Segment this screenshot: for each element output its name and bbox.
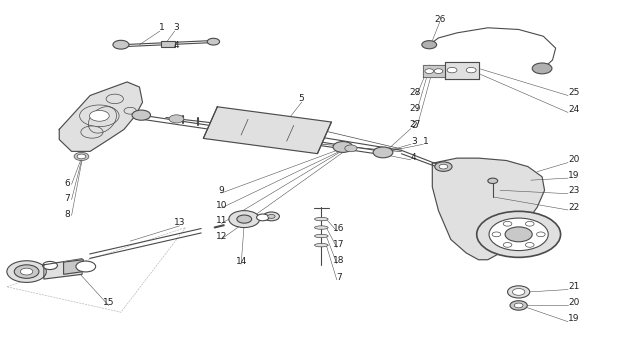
Text: 4: 4 — [411, 153, 417, 162]
Circle shape — [422, 41, 437, 49]
Circle shape — [525, 221, 534, 226]
Ellipse shape — [315, 243, 328, 247]
Text: 20: 20 — [569, 298, 580, 307]
Text: 23: 23 — [569, 187, 580, 196]
Text: 15: 15 — [103, 298, 114, 307]
Circle shape — [503, 221, 512, 226]
Circle shape — [80, 105, 119, 127]
Circle shape — [74, 152, 89, 160]
Circle shape — [425, 69, 434, 73]
Circle shape — [14, 265, 39, 278]
Text: 4: 4 — [174, 41, 179, 50]
Circle shape — [333, 141, 353, 152]
Circle shape — [439, 164, 447, 169]
Circle shape — [7, 261, 46, 283]
Text: 8: 8 — [64, 210, 70, 219]
Text: 1: 1 — [159, 23, 165, 32]
Circle shape — [81, 126, 103, 138]
Circle shape — [124, 107, 137, 114]
Text: 6: 6 — [64, 179, 70, 188]
Polygon shape — [445, 62, 478, 79]
Circle shape — [434, 69, 443, 73]
Circle shape — [512, 289, 525, 295]
Text: 1: 1 — [423, 137, 429, 146]
Text: 9: 9 — [219, 186, 224, 195]
Circle shape — [525, 242, 534, 247]
Text: 5: 5 — [298, 95, 305, 103]
Circle shape — [207, 38, 219, 45]
Polygon shape — [203, 107, 331, 154]
Text: 29: 29 — [409, 104, 421, 113]
Text: 7: 7 — [336, 272, 342, 282]
Circle shape — [77, 154, 86, 159]
Polygon shape — [433, 158, 544, 260]
Text: 10: 10 — [216, 201, 227, 210]
Circle shape — [489, 218, 548, 251]
Circle shape — [256, 214, 269, 221]
Circle shape — [507, 286, 530, 298]
Text: 19: 19 — [569, 314, 580, 323]
Circle shape — [514, 303, 523, 308]
Circle shape — [263, 212, 279, 221]
Text: 18: 18 — [333, 256, 344, 265]
FancyBboxPatch shape — [161, 41, 174, 47]
Text: 11: 11 — [216, 216, 227, 225]
Circle shape — [505, 227, 532, 242]
Circle shape — [373, 147, 393, 158]
Text: 16: 16 — [333, 224, 344, 233]
Ellipse shape — [315, 234, 328, 238]
Circle shape — [488, 178, 497, 184]
Circle shape — [476, 211, 561, 257]
Text: 19: 19 — [569, 171, 580, 180]
Ellipse shape — [315, 217, 328, 221]
Circle shape — [169, 115, 184, 123]
Text: 26: 26 — [434, 15, 446, 24]
Text: 2: 2 — [411, 121, 417, 131]
Text: 22: 22 — [569, 203, 580, 212]
Circle shape — [510, 301, 527, 310]
Circle shape — [466, 67, 476, 73]
Text: 3: 3 — [174, 23, 179, 32]
Circle shape — [345, 145, 357, 152]
Text: 3: 3 — [411, 137, 417, 146]
Text: 25: 25 — [569, 88, 580, 97]
Polygon shape — [44, 259, 82, 279]
Polygon shape — [64, 260, 83, 274]
Polygon shape — [423, 65, 445, 77]
Text: 21: 21 — [569, 282, 580, 291]
Text: 27: 27 — [409, 120, 421, 129]
Circle shape — [447, 67, 457, 73]
Circle shape — [492, 232, 501, 237]
Text: 13: 13 — [174, 218, 185, 227]
Circle shape — [229, 211, 260, 227]
Circle shape — [536, 232, 545, 237]
Circle shape — [132, 110, 151, 120]
Text: 20: 20 — [569, 155, 580, 164]
Circle shape — [268, 214, 275, 218]
Ellipse shape — [315, 226, 328, 229]
Circle shape — [43, 261, 57, 270]
Circle shape — [76, 261, 96, 272]
Circle shape — [503, 242, 512, 247]
Circle shape — [435, 162, 452, 171]
Circle shape — [90, 110, 109, 121]
Text: 14: 14 — [235, 257, 247, 266]
Circle shape — [20, 268, 33, 275]
Circle shape — [113, 40, 129, 49]
Text: 17: 17 — [333, 240, 344, 249]
Text: 24: 24 — [569, 105, 580, 114]
Circle shape — [237, 215, 252, 223]
Text: 12: 12 — [216, 232, 227, 241]
Polygon shape — [59, 82, 143, 151]
Circle shape — [106, 94, 124, 104]
Text: 28: 28 — [409, 88, 421, 97]
Text: 7: 7 — [64, 194, 70, 203]
Circle shape — [532, 63, 552, 74]
